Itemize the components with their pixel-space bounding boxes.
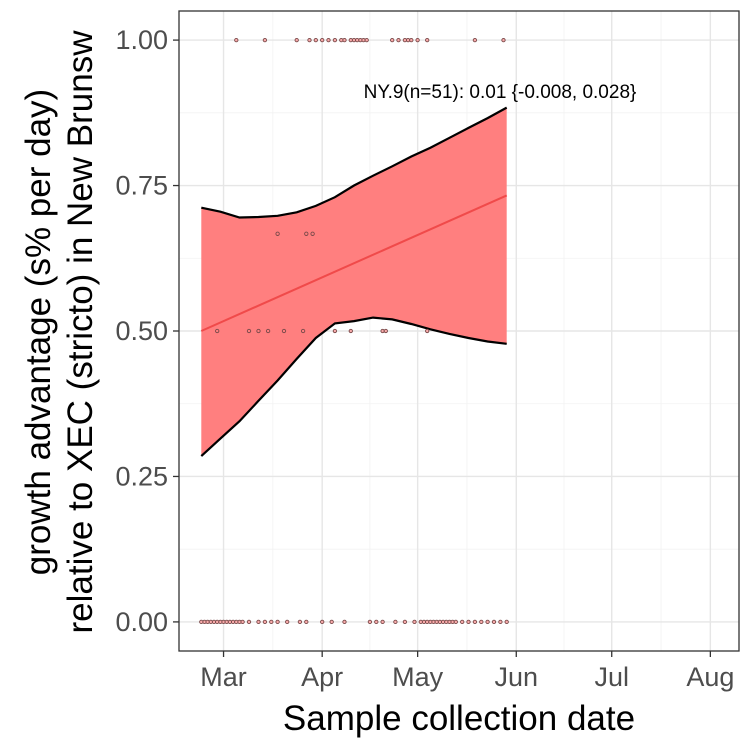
axis-ticks xyxy=(173,39,712,657)
x-tick-label: Apr xyxy=(301,662,343,692)
data-point xyxy=(415,37,420,43)
data-point xyxy=(234,37,239,43)
fit-annotation: NY.9(n=51): 0.01 {-0.008, 0.028} xyxy=(364,82,637,103)
data-point xyxy=(256,328,261,334)
data-point xyxy=(409,37,414,43)
data-point xyxy=(262,37,268,43)
data-point xyxy=(269,619,274,625)
y-tick-label: 0.25 xyxy=(115,461,168,491)
data-point xyxy=(501,37,506,43)
data-point xyxy=(466,619,471,625)
data-point xyxy=(215,328,220,334)
data-point xyxy=(332,328,338,334)
data-point xyxy=(304,231,309,236)
data-point xyxy=(326,37,331,43)
data-point xyxy=(294,37,299,43)
data-point xyxy=(320,619,325,625)
y-axis-title: growth advantage (s% per day) relative t… xyxy=(19,30,100,634)
data-point xyxy=(332,37,338,43)
band-fill xyxy=(201,107,507,457)
x-tick-label: Mar xyxy=(200,662,247,692)
data-point xyxy=(329,619,334,625)
data-point xyxy=(453,619,458,625)
data-point xyxy=(297,619,303,625)
data-points xyxy=(199,37,509,625)
y-axis-title-line-1: growth advantage (s% per day) xyxy=(19,89,58,575)
fit-line xyxy=(200,194,508,332)
x-tick-label: Jul xyxy=(594,662,629,692)
data-point xyxy=(304,619,309,625)
data-point xyxy=(275,231,280,236)
data-point xyxy=(380,619,385,625)
x-tick-label: Jun xyxy=(494,662,538,692)
x-axis-title: Sample collection date xyxy=(283,699,635,738)
data-point xyxy=(491,619,497,625)
data-point xyxy=(425,328,430,334)
y-axis-title-line-2: relative to XEC (stricto) in New Brunsw xyxy=(61,30,100,634)
data-point xyxy=(320,37,325,43)
data-point xyxy=(275,619,280,625)
data-point xyxy=(262,619,268,625)
data-point xyxy=(412,619,417,625)
data-point xyxy=(246,619,252,625)
data-point xyxy=(313,37,318,43)
data-point xyxy=(265,328,271,334)
data-point xyxy=(342,37,347,43)
data-point xyxy=(240,619,245,625)
x-tick-label: May xyxy=(392,662,444,692)
band-upper-outline xyxy=(201,106,508,219)
confidence-band xyxy=(200,106,508,457)
data-point xyxy=(364,37,369,43)
data-point xyxy=(383,328,388,334)
data-point xyxy=(396,37,401,43)
y-tick-label: 0.00 xyxy=(115,607,168,637)
data-point xyxy=(367,619,373,625)
data-point xyxy=(472,619,478,625)
data-point xyxy=(393,619,398,625)
data-point xyxy=(374,619,379,625)
data-point xyxy=(402,619,408,625)
y-tick-label: 0.75 xyxy=(115,171,168,201)
data-point xyxy=(390,37,395,43)
x-tick-labels: Mar Apr May Jun Jul Aug xyxy=(200,662,734,692)
data-point xyxy=(460,619,465,625)
data-point xyxy=(479,619,484,625)
data-point xyxy=(310,231,315,236)
data-point xyxy=(256,619,261,625)
y-tick-label: 0.50 xyxy=(115,316,168,346)
data-point xyxy=(307,37,312,43)
band-lower-outline xyxy=(200,316,507,457)
data-point xyxy=(300,328,306,334)
fit-line-layer xyxy=(200,194,508,332)
data-point xyxy=(285,619,290,625)
y-tick-labels: 0.00 0.25 0.50 0.75 1.00 xyxy=(115,25,168,637)
data-point xyxy=(498,619,503,625)
data-point xyxy=(504,619,509,625)
data-point xyxy=(348,328,353,334)
data-point xyxy=(485,619,490,625)
data-point xyxy=(425,37,430,43)
x-tick-label: Aug xyxy=(686,662,734,692)
data-point xyxy=(246,328,252,334)
data-point xyxy=(342,619,347,625)
data-point xyxy=(281,328,287,334)
data-point xyxy=(472,37,478,43)
y-tick-label: 1.00 xyxy=(115,25,168,55)
